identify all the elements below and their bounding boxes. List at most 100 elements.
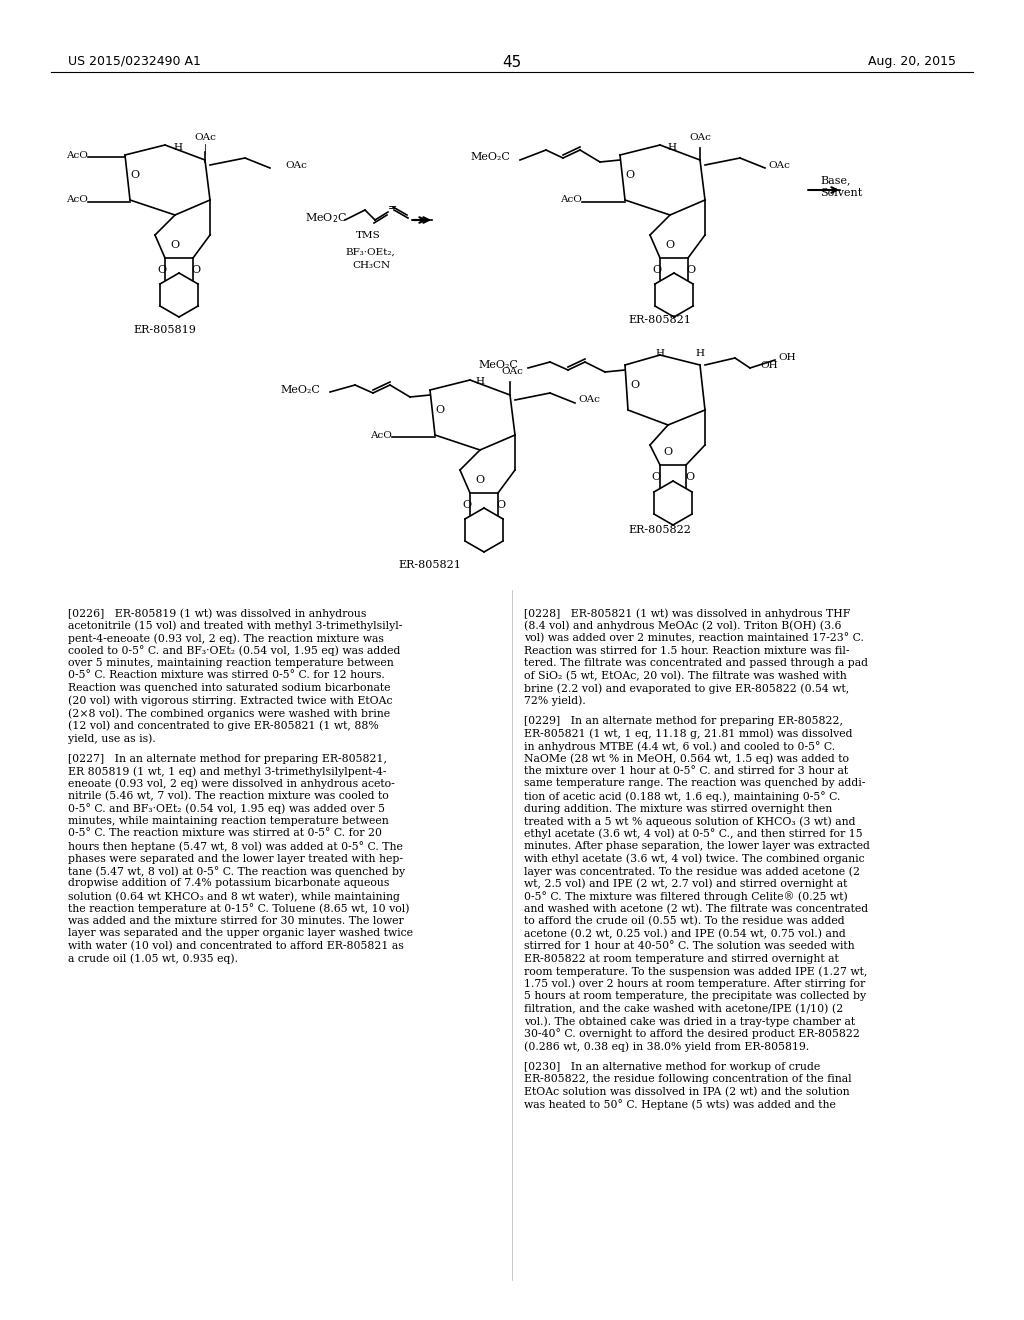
- Text: over 5 minutes, maintaining reaction temperature between: over 5 minutes, maintaining reaction tem…: [68, 657, 394, 668]
- Text: OAc: OAc: [578, 396, 600, 404]
- Text: (2×8 vol). The combined organics were washed with brine: (2×8 vol). The combined organics were wa…: [68, 708, 390, 718]
- Text: the reaction temperature at 0-15° C. Toluene (8.65 wt, 10 vol): the reaction temperature at 0-15° C. Tol…: [68, 903, 410, 915]
- Text: O: O: [631, 380, 640, 389]
- Text: 0-5° C. Reaction mixture was stirred 0-5° C. for 12 hours.: 0-5° C. Reaction mixture was stirred 0-5…: [68, 671, 385, 681]
- Text: O: O: [475, 475, 484, 484]
- Text: CH₃CN: CH₃CN: [352, 260, 390, 269]
- Text: O: O: [685, 473, 694, 482]
- Text: acetonitrile (15 vol) and treated with methyl 3-trimethylsilyl-: acetonitrile (15 vol) and treated with m…: [68, 620, 402, 631]
- Text: 0-5° C. The mixture was filtered through Celite® (0.25 wt): 0-5° C. The mixture was filtered through…: [524, 891, 848, 902]
- Text: US 2015/0232490 A1: US 2015/0232490 A1: [68, 55, 201, 69]
- Text: O: O: [170, 240, 179, 249]
- Text: 1.75 vol.) over 2 hours at room temperature. After stirring for: 1.75 vol.) over 2 hours at room temperat…: [524, 978, 865, 989]
- Text: 5 hours at room temperature, the precipitate was collected by: 5 hours at room temperature, the precipi…: [524, 991, 866, 1001]
- Text: Solvent: Solvent: [820, 187, 862, 198]
- Text: BF₃·OEt₂,: BF₃·OEt₂,: [345, 248, 394, 256]
- Text: ER-805821: ER-805821: [629, 315, 691, 325]
- Text: of SiO₂ (5 wt, EtOAc, 20 vol). The filtrate was washed with: of SiO₂ (5 wt, EtOAc, 20 vol). The filtr…: [524, 671, 847, 681]
- Text: MeO₂C: MeO₂C: [281, 385, 319, 395]
- Text: ER-805822: ER-805822: [629, 525, 691, 535]
- Text: was added and the mixture stirred for 30 minutes. The lower: was added and the mixture stirred for 30…: [68, 916, 403, 927]
- Text: in anhydrous MTBE (4.4 wt, 6 vol.) and cooled to 0-5° C.: in anhydrous MTBE (4.4 wt, 6 vol.) and c…: [524, 741, 836, 752]
- Text: the mixture over 1 hour at 0-5° C. and stirred for 3 hour at: the mixture over 1 hour at 0-5° C. and s…: [524, 766, 848, 776]
- Text: O: O: [435, 405, 444, 414]
- Text: 0-5° C. The reaction mixture was stirred at 0-5° C. for 20: 0-5° C. The reaction mixture was stirred…: [68, 829, 382, 838]
- Text: O: O: [664, 447, 673, 457]
- Text: with water (10 vol) and concentrated to afford ER-805821 as: with water (10 vol) and concentrated to …: [68, 941, 403, 952]
- Text: OAc: OAc: [501, 367, 523, 376]
- Text: minutes, while maintaining reaction temperature between: minutes, while maintaining reaction temp…: [68, 816, 389, 826]
- Text: H: H: [655, 348, 665, 358]
- Text: O: O: [158, 265, 167, 275]
- Text: H: H: [475, 378, 484, 387]
- Text: AcO: AcO: [560, 195, 582, 205]
- Text: MeO$_2$C: MeO$_2$C: [305, 211, 347, 224]
- Text: MeO₂C: MeO₂C: [478, 360, 518, 370]
- Text: OAc: OAc: [195, 133, 216, 143]
- Text: OH: OH: [778, 354, 796, 363]
- Text: O: O: [651, 473, 660, 482]
- Text: [0226]   ER-805819 (1 wt) was dissolved in anhydrous: [0226] ER-805819 (1 wt) was dissolved in…: [68, 609, 367, 619]
- Text: H: H: [173, 144, 182, 153]
- Text: ER-805821: ER-805821: [398, 560, 462, 570]
- Text: (8.4 vol) and anhydrous MeOAc (2 vol). Triton B(OH) (3.6: (8.4 vol) and anhydrous MeOAc (2 vol). T…: [524, 620, 842, 631]
- Text: 0-5° C. and BF₃·OEt₂ (0.54 vol, 1.95 eq) was added over 5: 0-5° C. and BF₃·OEt₂ (0.54 vol, 1.95 eq)…: [68, 804, 385, 814]
- Text: |: |: [204, 144, 207, 153]
- Text: (12 vol) and concentrated to give ER-805821 (1 wt, 88%: (12 vol) and concentrated to give ER-805…: [68, 721, 379, 731]
- Text: 45: 45: [503, 55, 521, 70]
- Text: O: O: [652, 265, 662, 275]
- Text: Reaction was stirred for 1.5 hour. Reaction mixture was fil-: Reaction was stirred for 1.5 hour. React…: [524, 645, 850, 656]
- Text: [0228]   ER-805821 (1 wt) was dissolved in anhydrous THF: [0228] ER-805821 (1 wt) was dissolved in…: [524, 609, 850, 619]
- Text: [0229]   In an alternate method for preparing ER-805822,: [0229] In an alternate method for prepar…: [524, 715, 843, 726]
- Text: to afford the crude oil (0.55 wt). To the residue was added: to afford the crude oil (0.55 wt). To th…: [524, 916, 845, 927]
- Text: dropwise addition of 7.4% potassium bicarbonate aqueous: dropwise addition of 7.4% potassium bica…: [68, 879, 389, 888]
- Text: room temperature. To the suspension was added IPE (1.27 wt,: room temperature. To the suspension was …: [524, 966, 867, 977]
- Text: EtOAc solution was dissolved in IPA (2 wt) and the solution: EtOAc solution was dissolved in IPA (2 w…: [524, 1086, 850, 1097]
- Text: vol.). The obtained cake was dried in a tray-type chamber at: vol.). The obtained cake was dried in a …: [524, 1016, 855, 1027]
- Text: OAc: OAc: [768, 161, 790, 169]
- Text: filtration, and the cake washed with acetone/IPE (1/10) (2: filtration, and the cake washed with ace…: [524, 1003, 843, 1014]
- Text: vol) was added over 2 minutes, reaction maintained 17-23° C.: vol) was added over 2 minutes, reaction …: [524, 634, 864, 644]
- Text: Base,: Base,: [820, 176, 851, 185]
- Text: =: =: [388, 203, 397, 213]
- Text: pent-4-eneoate (0.93 vol, 2 eq). The reaction mixture was: pent-4-eneoate (0.93 vol, 2 eq). The rea…: [68, 634, 384, 644]
- Text: was heated to 50° C. Heptane (5 wts) was added and the: was heated to 50° C. Heptane (5 wts) was…: [524, 1100, 836, 1110]
- Text: O: O: [497, 500, 506, 510]
- Text: [0230]   In an alternative method for workup of crude: [0230] In an alternative method for work…: [524, 1061, 820, 1072]
- Text: (0.286 wt, 0.38 eq) in 38.0% yield from ER-805819.: (0.286 wt, 0.38 eq) in 38.0% yield from …: [524, 1041, 809, 1052]
- Text: ethyl acetate (3.6 wt, 4 vol) at 0-5° C., and then stirred for 15: ethyl acetate (3.6 wt, 4 vol) at 0-5° C.…: [524, 829, 862, 840]
- Text: Aug. 20, 2015: Aug. 20, 2015: [868, 55, 956, 69]
- Text: AcO: AcO: [67, 150, 88, 160]
- Text: ER-805821 (1 wt, 1 eq, 11.18 g, 21.81 mmol) was dissolved: ER-805821 (1 wt, 1 eq, 11.18 g, 21.81 mm…: [524, 729, 853, 739]
- Text: O: O: [626, 170, 635, 180]
- Text: a crude oil (1.05 wt, 0.935 eq).: a crude oil (1.05 wt, 0.935 eq).: [68, 953, 238, 964]
- Text: O: O: [463, 500, 472, 510]
- Text: (20 vol) with vigorous stirring. Extracted twice with EtOAc: (20 vol) with vigorous stirring. Extract…: [68, 696, 392, 706]
- Text: tion of acetic acid (0.188 wt, 1.6 eq.), maintaining 0-5° C.: tion of acetic acid (0.188 wt, 1.6 eq.),…: [524, 791, 841, 801]
- Text: stirred for 1 hour at 40-50° C. The solution was seeded with: stirred for 1 hour at 40-50° C. The solu…: [524, 941, 855, 950]
- Text: OAc: OAc: [689, 133, 711, 143]
- Text: tane (5.47 wt, 8 vol) at 0-5° C. The reaction was quenched by: tane (5.47 wt, 8 vol) at 0-5° C. The rea…: [68, 866, 406, 876]
- Text: AcO: AcO: [370, 430, 392, 440]
- Text: layer was separated and the upper organic layer washed twice: layer was separated and the upper organi…: [68, 928, 413, 939]
- Text: 72% yield).: 72% yield).: [524, 696, 586, 706]
- Text: OAc: OAc: [285, 161, 307, 169]
- Text: O: O: [686, 265, 695, 275]
- Text: layer was concentrated. To the residue was added acetone (2: layer was concentrated. To the residue w…: [524, 866, 860, 876]
- Text: cooled to 0-5° C. and BF₃·OEt₂ (0.54 vol, 1.95 eq) was added: cooled to 0-5° C. and BF₃·OEt₂ (0.54 vol…: [68, 645, 400, 656]
- Text: H: H: [695, 348, 705, 358]
- Text: OH: OH: [760, 360, 777, 370]
- Text: O: O: [666, 240, 675, 249]
- Text: phases were separated and the lower layer treated with hep-: phases were separated and the lower laye…: [68, 854, 403, 863]
- Text: and washed with acetone (2 wt). The filtrate was concentrated: and washed with acetone (2 wt). The filt…: [524, 903, 868, 913]
- Text: NaOMe (28 wt % in MeOH, 0.564 wt, 1.5 eq) was added to: NaOMe (28 wt % in MeOH, 0.564 wt, 1.5 eq…: [524, 754, 849, 764]
- Text: brine (2.2 vol) and evaporated to give ER-805822 (0.54 wt,: brine (2.2 vol) and evaporated to give E…: [524, 682, 849, 693]
- Text: MeO₂C: MeO₂C: [470, 152, 510, 162]
- Text: wt, 2.5 vol) and IPE (2 wt, 2.7 vol) and stirred overnight at: wt, 2.5 vol) and IPE (2 wt, 2.7 vol) and…: [524, 879, 848, 890]
- Text: with ethyl acetate (3.6 wt, 4 vol) twice. The combined organic: with ethyl acetate (3.6 wt, 4 vol) twice…: [524, 854, 864, 865]
- Text: hours then heptane (5.47 wt, 8 vol) was added at 0-5° C. The: hours then heptane (5.47 wt, 8 vol) was …: [68, 841, 402, 851]
- Text: TMS: TMS: [355, 231, 380, 239]
- Text: ER-805822 at room temperature and stirred overnight at: ER-805822 at room temperature and stirre…: [524, 953, 839, 964]
- Text: ER 805819 (1 wt, 1 eq) and methyl 3-trimethylsilylpent-4-: ER 805819 (1 wt, 1 eq) and methyl 3-trim…: [68, 766, 386, 776]
- Text: treated with a 5 wt % aqueous solution of KHCO₃ (3 wt) and: treated with a 5 wt % aqueous solution o…: [524, 816, 855, 826]
